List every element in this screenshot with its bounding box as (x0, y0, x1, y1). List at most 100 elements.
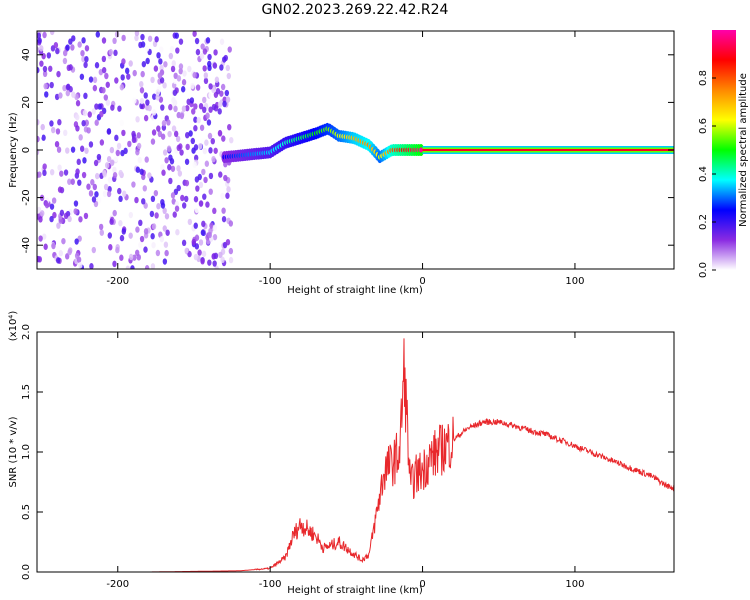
spectrogram-noise-cell (193, 116, 198, 123)
spectrogram-noise-cell (206, 119, 212, 126)
spectrogram-noise-cell (175, 229, 180, 236)
spectrogram-noise-cell (208, 188, 213, 195)
spectrogram-noise-cell (76, 158, 81, 166)
spectrogram-noise-cell (56, 222, 61, 229)
spectrogram-noise-cell (115, 149, 121, 157)
spectrogram-noise-cell (52, 211, 57, 219)
spectrogram-noise-cell (73, 208, 78, 215)
spectrogram-noise-cell (168, 104, 173, 111)
spectrogram-noise-cell (176, 75, 182, 82)
spectrogram-ytick-label: 40 (21, 48, 32, 61)
spectrogram-noise-cell (54, 93, 60, 101)
spectrogram-noise-cell (75, 125, 80, 132)
spectrogram-noise-cell (112, 260, 117, 268)
spectrogram-noise-cell (75, 114, 80, 121)
spectrogram-noise-cell (57, 164, 62, 171)
spectrogram-noise-cell (113, 155, 119, 162)
spectrogram-noise-cell (128, 253, 134, 261)
spectrogram-noise-cell (202, 106, 207, 114)
spectrogram-noise-cell (67, 215, 72, 223)
snr-ticks: -200 -100 0 100 0.0 0.5 1.0 1.5 2.0 (21, 324, 674, 590)
spectrogram-noise-cell (143, 202, 148, 209)
spectrogram-noise-cell (171, 125, 177, 132)
spectrogram-noise-cell (81, 37, 86, 44)
colorbar-strip (712, 30, 736, 270)
spectrogram-noise-cell (151, 241, 156, 249)
spectrogram-noise-cell (160, 202, 166, 209)
spectrogram-noise-cell (121, 228, 126, 235)
spectrogram-noise-cell (56, 146, 62, 153)
spectrogram-noise-cell (94, 62, 100, 69)
spectrogram-noise-cell (212, 62, 218, 69)
spectrogram-noise-cell (55, 257, 61, 264)
spectrogram-noise-cell (197, 249, 202, 256)
spectrogram-noise-cell (99, 139, 105, 146)
spectrogram-noise-cell (147, 104, 152, 112)
spectrogram-noise-cell (84, 45, 90, 52)
spectrogram-noise-cell (163, 241, 169, 248)
spectrogram-noise-cell (212, 207, 217, 215)
spectrogram-noise-cell (88, 76, 94, 83)
spectrogram-noise-cell (67, 248, 72, 256)
spectrogram-noise-cell (221, 207, 226, 214)
spectrogram-noise-cell (180, 194, 185, 202)
spectrogram-noise-cell (140, 33, 145, 41)
spectrogram-noise-cell (194, 176, 200, 183)
spectrogram-noise-cell (162, 82, 167, 89)
spectrogram-noise-cell (193, 154, 199, 162)
spectrogram-noise-cell (193, 253, 199, 261)
spectrogram-noise-cell (121, 58, 126, 65)
spectrogram-noise-cell (79, 73, 85, 80)
spectrogram-noise-cell (135, 226, 140, 233)
spectrogram-noise-cell (82, 109, 88, 117)
spectrogram-noise-cell (201, 168, 206, 176)
spectrogram-noise-cell (145, 99, 150, 106)
spectrogram-noise-cell (196, 116, 201, 124)
spectrogram-noise-cell (175, 47, 180, 54)
spectrogram-noise-cell (83, 212, 89, 220)
spectrogram-noise-cell (101, 87, 106, 94)
spectrogram-noise-cell (143, 228, 149, 235)
spectrogram-noise-cell (159, 77, 165, 84)
spectrogram-noise-cell (208, 147, 213, 154)
spectrogram-noise-cell (114, 77, 119, 84)
spectrogram-noise-cell (96, 264, 101, 269)
spectrogram-noise-cell (126, 73, 131, 80)
spectrogram-noise-cell (181, 202, 187, 209)
spectrogram-noise-cell (42, 233, 47, 240)
spectrogram-noise-cell (37, 32, 42, 39)
spectrogram-noise-cell (110, 159, 115, 166)
spectrogram-noise-cell (49, 168, 55, 176)
snr-series-line (37, 338, 674, 572)
spectrogram-noise-cell (49, 120, 54, 127)
spectrogram-noise-cell (94, 172, 100, 180)
spectrogram-noise-cell (142, 185, 147, 192)
spectrogram-noise-cell (226, 72, 232, 80)
spectrogram-noise-cell (176, 165, 181, 172)
spectrogram-noise-cell (228, 256, 234, 264)
spectrogram-noise-cell (213, 49, 218, 56)
colorbar-tick-label: 0.8 (698, 70, 709, 86)
spectrogram-noise-cell (207, 231, 212, 239)
spectrogram-noise-cell (136, 132, 141, 139)
spectrogram-noise-cell (75, 100, 81, 107)
spectrogram-noise-cell (184, 158, 190, 165)
spectrogram-noise-cell (96, 153, 102, 161)
spectrogram-noise-cell (203, 77, 209, 85)
spectrogram-noise-cell (159, 235, 165, 243)
spectrogram-noise-cell (130, 265, 135, 269)
spectrogram-noise-cell (143, 92, 148, 99)
spectrogram-noise-cell (42, 70, 48, 78)
spectrogram-noise-cell (179, 112, 185, 120)
spectrogram-noise-cell (132, 97, 137, 104)
spectrogram-noise-cell (224, 89, 230, 97)
spectrogram-noise-cell (222, 100, 227, 108)
spectrogram-noise-cell (178, 38, 184, 45)
spectrogram-noise-cell (205, 37, 211, 44)
spectrogram-noise-cell (195, 48, 201, 56)
snr-ytick-label: 0.0 (21, 564, 32, 580)
spectrogram-noise-cell (114, 134, 119, 142)
spectrogram-noise-cell (193, 125, 198, 132)
